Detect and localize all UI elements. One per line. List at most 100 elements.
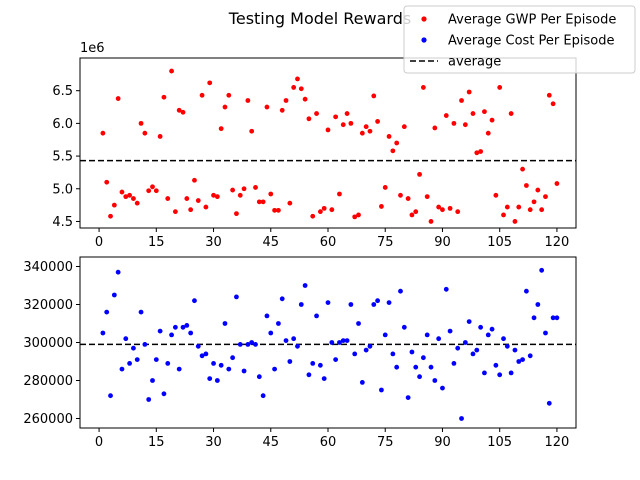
- gwp-point: [211, 192, 216, 198]
- legend-label: Average Cost Per Episode: [448, 34, 614, 49]
- legend: Average GWP Per Episode Average Cost Per …: [403, 5, 636, 74]
- cost-point: [451, 361, 457, 366]
- legend-marker: [421, 37, 427, 43]
- gwp-point: [283, 98, 289, 103]
- gwp-point: [146, 188, 152, 194]
- cost-point: [424, 332, 430, 338]
- cost-point: [272, 366, 277, 372]
- gwp-point: [314, 111, 319, 116]
- gwp-point: [180, 109, 186, 115]
- cost-point: [531, 315, 537, 321]
- cost-point: [234, 294, 239, 300]
- legend-label: Average GWP Per Episode: [448, 13, 616, 28]
- gwp-xtick-label: 120: [545, 235, 570, 250]
- cost-point: [264, 313, 270, 319]
- gwp-point: [230, 187, 236, 193]
- gwp-point: [207, 80, 213, 86]
- gwp-ytick-label: 6.0: [52, 117, 73, 132]
- cost-point: [386, 300, 392, 305]
- gwp-point: [440, 207, 445, 213]
- cost-point: [119, 366, 125, 372]
- gwp-point: [489, 117, 495, 123]
- cost-xtick-label: 30: [205, 435, 222, 450]
- cost-point: [256, 374, 262, 380]
- gwp-xtick-label: 60: [320, 235, 337, 250]
- gwp-point: [123, 194, 129, 200]
- gwp-point: [501, 212, 506, 218]
- cost-point: [199, 353, 205, 359]
- gwp-point: [161, 94, 167, 100]
- gwp-point: [428, 219, 434, 224]
- cost-xtick-label: 60: [320, 435, 337, 450]
- gwp-axes: 0 15 30 45 60 75 90 105 120 4.5 5.0 5.5 6.0 6.5 1e6: [52, 41, 577, 250]
- cost-point: [337, 340, 342, 345]
- cost-point: [432, 378, 438, 383]
- gwp-point: [131, 196, 136, 201]
- cost-xtick-label: 45: [262, 435, 279, 450]
- gwp-point: [268, 191, 274, 197]
- cost-ytick-label: 320000: [23, 298, 73, 313]
- cost-point: [527, 353, 533, 359]
- cost-point: [184, 323, 190, 328]
- gwp-point: [535, 187, 541, 193]
- gwp-point: [329, 207, 335, 213]
- gwp-point: [306, 116, 312, 122]
- cost-point: [172, 324, 178, 330]
- cost-point: [317, 362, 323, 368]
- cost-point: [222, 321, 228, 326]
- gwp-point: [226, 92, 232, 98]
- gwp-point: [188, 207, 194, 213]
- cost-point: [340, 338, 346, 343]
- cost-point: [462, 340, 468, 345]
- cost-point: [497, 372, 503, 378]
- cost-point: [150, 378, 155, 383]
- gwp-point: [199, 92, 205, 98]
- gwp-point: [539, 207, 545, 213]
- cost-point: [253, 342, 258, 347]
- gwp-point: [455, 209, 461, 215]
- cost-point: [138, 309, 144, 315]
- gwp-point: [172, 209, 178, 215]
- cost-point: [100, 330, 106, 336]
- gwp-point: [115, 96, 121, 101]
- cost-point: [153, 357, 159, 362]
- cost-ytick-label: 300000: [23, 336, 73, 351]
- gwp-xtick-label: 15: [148, 235, 165, 250]
- gwp-axes-frame: [79, 57, 577, 229]
- gwp-point: [260, 199, 266, 205]
- cost-point: [142, 342, 148, 347]
- cost-point: [230, 355, 236, 361]
- cost-point: [428, 364, 434, 370]
- gwp-point: [546, 92, 552, 98]
- cost-point: [291, 336, 297, 342]
- gwp-point: [344, 111, 350, 116]
- cost-point: [295, 343, 300, 349]
- cost-point: [306, 372, 312, 378]
- cost-ytick-label: 340000: [23, 260, 73, 275]
- cost-point: [176, 366, 182, 372]
- gwp-point: [153, 188, 159, 194]
- cost-point: [329, 340, 335, 345]
- gwp-point: [379, 204, 384, 209]
- cost-point: [249, 340, 255, 345]
- cost-point: [550, 315, 556, 321]
- gwp-point: [466, 89, 472, 95]
- gwp-point: [527, 207, 533, 213]
- gwp-xtick-label: 105: [487, 235, 512, 250]
- cost-point: [298, 302, 304, 307]
- cost-point: [409, 349, 415, 355]
- gwp-point: [447, 205, 453, 211]
- gwp-point: [363, 124, 369, 130]
- cost-point: [276, 321, 281, 326]
- gwp-point: [325, 127, 331, 133]
- gwp-point: [375, 119, 380, 124]
- cost-point: [283, 338, 289, 343]
- cost-point: [482, 370, 487, 376]
- cost-point: [512, 347, 518, 353]
- cost-point: [394, 364, 400, 370]
- cost-point: [504, 343, 510, 349]
- cost-ytick-label: 260000: [23, 412, 73, 427]
- cost-point: [539, 267, 545, 273]
- gwp-point: [184, 196, 190, 201]
- cost-point: [375, 298, 380, 304]
